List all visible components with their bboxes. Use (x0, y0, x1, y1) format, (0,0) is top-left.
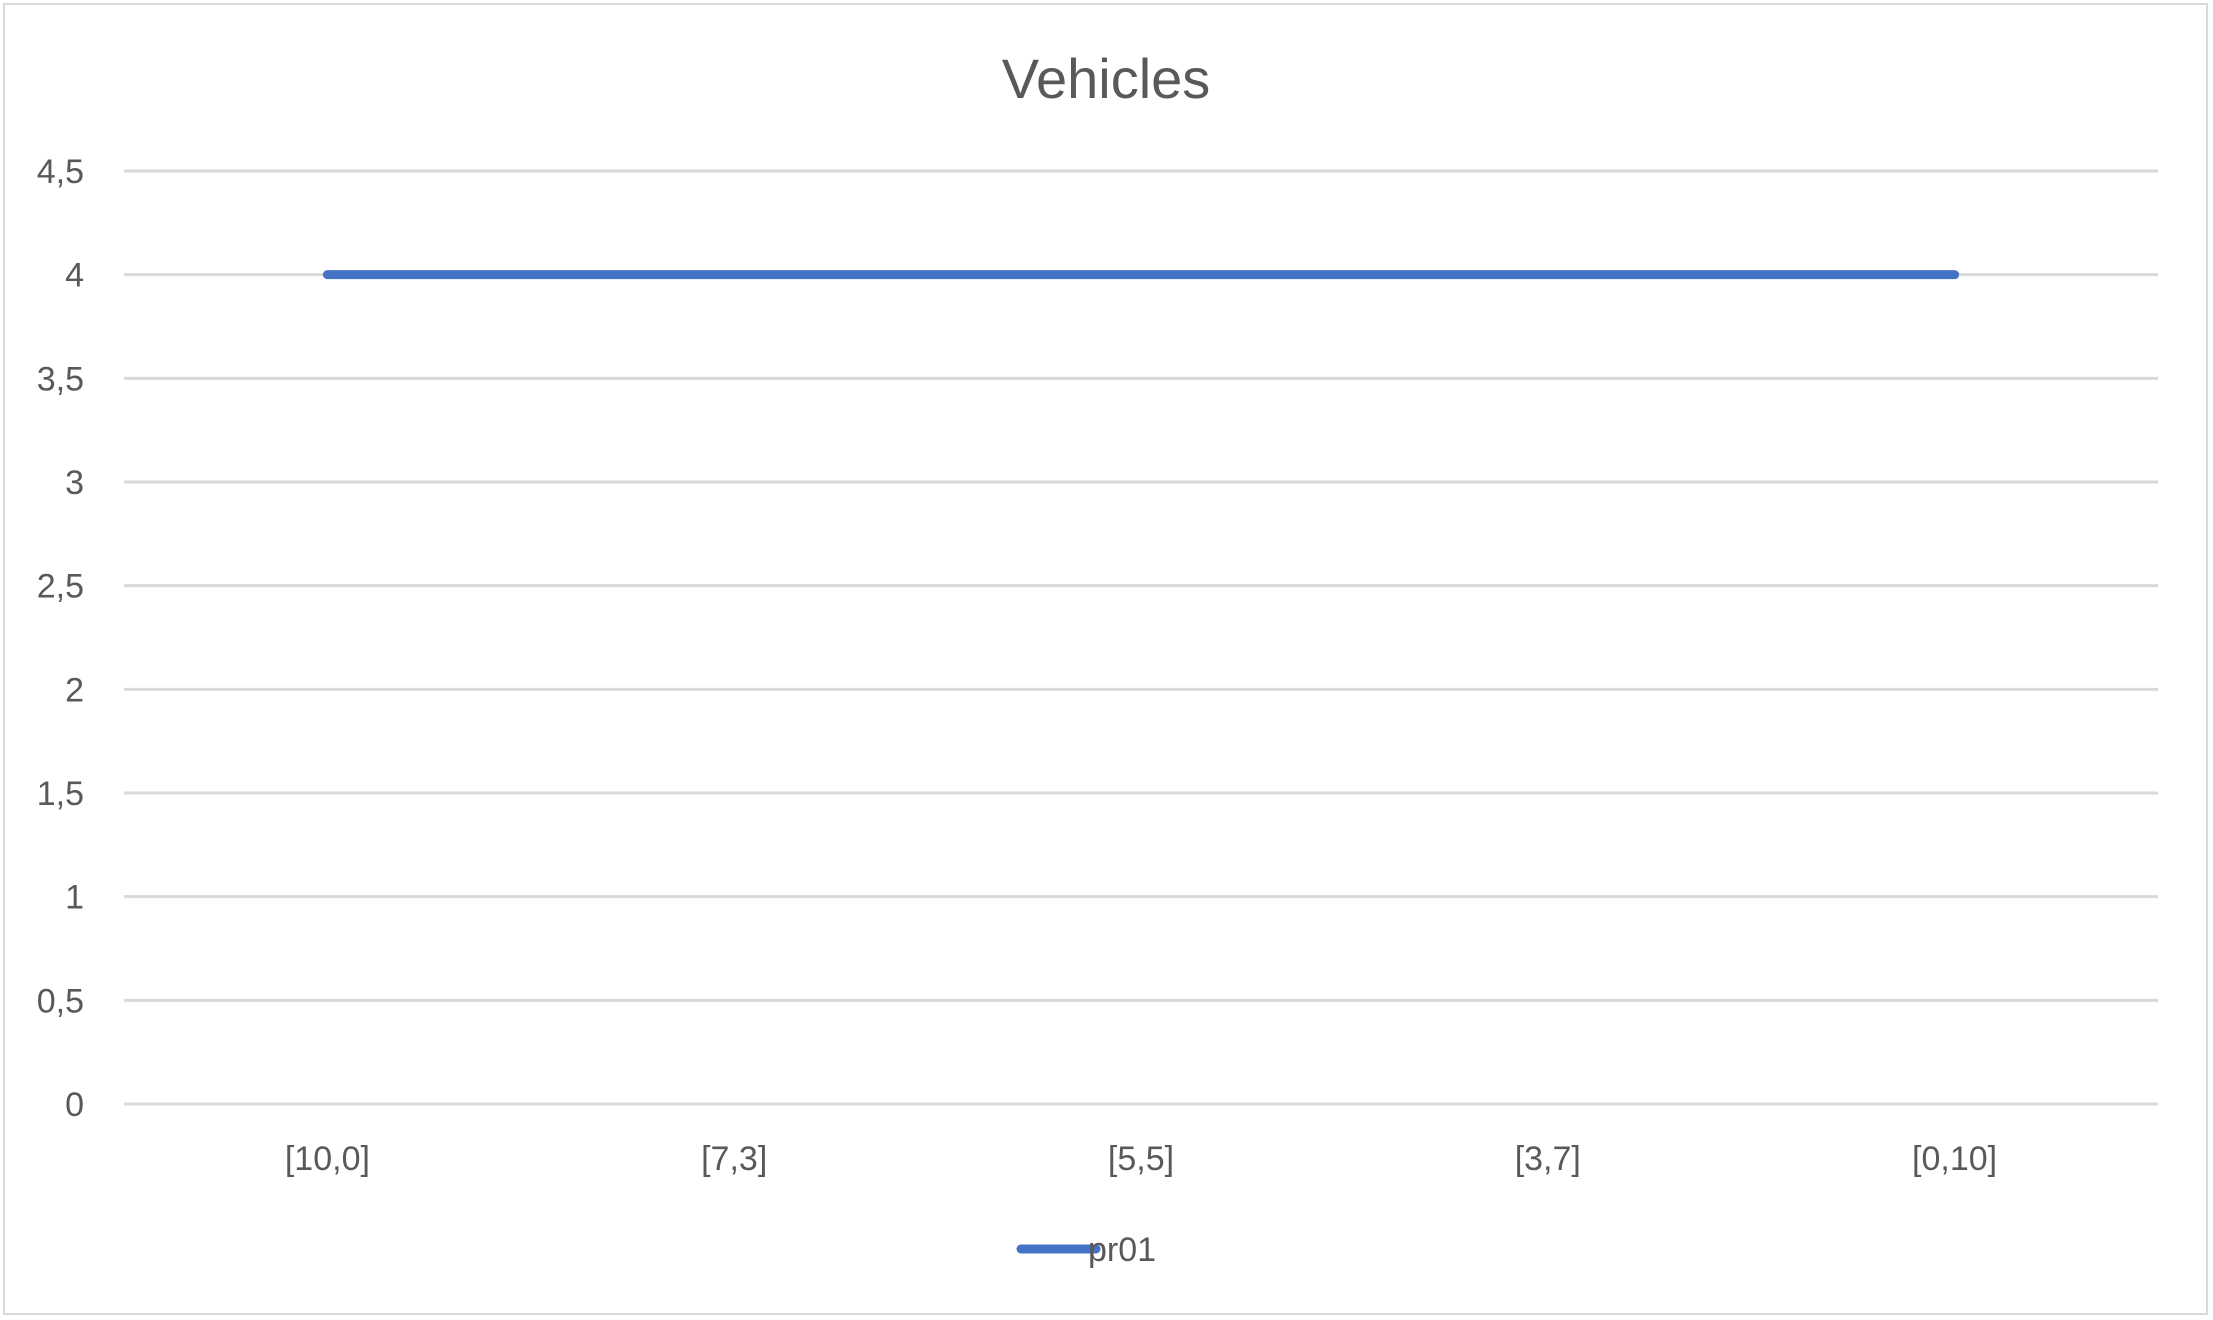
gridlines (124, 169, 2158, 1106)
y-tick-label: 4,5 (37, 153, 84, 191)
y-tick-label: 2,5 (37, 568, 84, 606)
y-tick-label: 1 (65, 879, 84, 917)
x-tick-label: [3,7] (1515, 1140, 1581, 1178)
x-axis-tick-labels: [10,0] [7,3] [5,5] [3,7] [0,10] (285, 1140, 1997, 1178)
y-tick-label: 1,5 (37, 775, 84, 813)
y-tick-label: 3 (65, 464, 84, 502)
chart-title: Vehicles (1002, 47, 1211, 110)
x-tick-label: [10,0] (285, 1140, 370, 1178)
x-tick-label: [5,5] (1108, 1140, 1174, 1178)
legend: pr01 (1016, 1231, 1156, 1269)
legend-label: pr01 (1088, 1231, 1156, 1269)
y-axis-tick-labels: 0 0,5 1 1,5 2 2,5 3 3,5 4 4,5 (37, 153, 84, 1124)
y-tick-label: 0,5 (37, 982, 84, 1020)
y-tick-label: 0 (65, 1086, 84, 1124)
y-tick-label: 2 (65, 671, 84, 709)
y-tick-label: 3,5 (37, 360, 84, 398)
chart-area (3, 3, 2208, 1315)
y-tick-label: 4 (65, 257, 84, 295)
x-tick-label: [7,3] (701, 1140, 767, 1178)
x-tick-label: [0,10] (1912, 1140, 1997, 1178)
